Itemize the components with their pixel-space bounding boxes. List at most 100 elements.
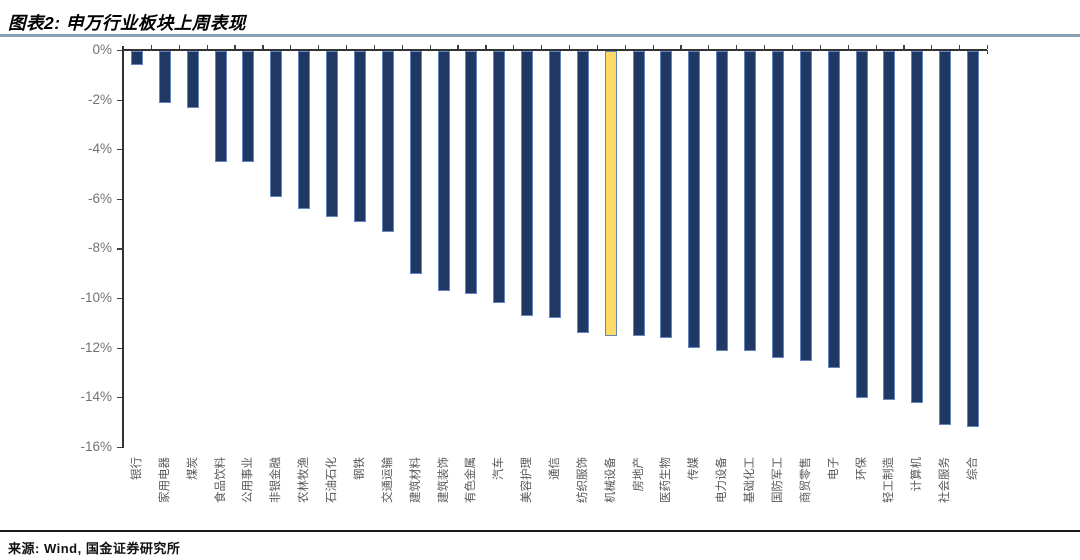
x-axis-tick bbox=[485, 45, 487, 49]
x-axis-tick bbox=[513, 45, 515, 49]
x-axis-tick bbox=[429, 45, 431, 49]
bar bbox=[270, 50, 283, 197]
x-axis-tick bbox=[345, 45, 348, 49]
x-axis-tick bbox=[847, 45, 849, 49]
category-label: 农林牧渔 bbox=[298, 456, 311, 503]
bar bbox=[409, 50, 422, 274]
category-label: 轻工制造 bbox=[883, 456, 896, 503]
x-axis-tick bbox=[150, 45, 153, 49]
category-label: 纺织服饰 bbox=[576, 456, 589, 503]
x-axis-tick bbox=[401, 45, 403, 49]
y-tick-label: -4% bbox=[87, 141, 112, 157]
bar bbox=[437, 50, 450, 292]
category-label: 国防军工 bbox=[771, 456, 784, 503]
x-axis-tick bbox=[652, 45, 654, 49]
category-label: 房地产 bbox=[632, 456, 645, 492]
category-label: 基础化工 bbox=[744, 456, 757, 503]
y-axis-tick bbox=[117, 99, 122, 101]
category-label: 通信 bbox=[549, 456, 561, 480]
x-axis-tick bbox=[736, 45, 738, 49]
bar bbox=[493, 50, 506, 304]
x-axis-tick bbox=[373, 45, 376, 49]
category-label: 公用事业 bbox=[242, 456, 255, 503]
category-label: 钢铁 bbox=[353, 456, 366, 480]
category-label: 美容护理 bbox=[521, 456, 534, 503]
category-label: 银行 bbox=[130, 456, 143, 480]
bar bbox=[576, 50, 589, 334]
y-axis-line bbox=[122, 46, 124, 448]
bar bbox=[549, 50, 561, 319]
bar bbox=[381, 50, 394, 232]
bar bbox=[186, 50, 199, 108]
x-axis-tick bbox=[931, 45, 933, 49]
x-axis-tick bbox=[206, 45, 208, 49]
bar bbox=[827, 50, 840, 368]
category-label: 电力设备 bbox=[716, 456, 729, 503]
bar bbox=[242, 50, 255, 163]
y-tick-label: -10% bbox=[80, 290, 112, 305]
x-axis-end-tick bbox=[987, 50, 989, 54]
x-axis-tick bbox=[568, 45, 571, 49]
bar bbox=[521, 50, 534, 316]
category-label: 建筑材料 bbox=[409, 456, 422, 503]
y-axis-tick bbox=[117, 149, 122, 151]
sector-performance-bar-chart: 0% -2% -4% -6% -8% -10% -12% -14% -16% 银行 家用电器 煤炭 食品… bbox=[80, 42, 989, 503]
x-axis-tick bbox=[234, 45, 236, 49]
category-label: 汽车 bbox=[493, 456, 506, 480]
bar bbox=[130, 50, 143, 66]
figure-title: 图表2: 申万行业板块上周表现 bbox=[8, 13, 246, 33]
x-axis-tick bbox=[318, 45, 320, 49]
bar bbox=[298, 50, 311, 210]
x-axis-tick bbox=[959, 45, 961, 49]
category-label: 综合 bbox=[967, 456, 980, 480]
x-axis-tick bbox=[290, 45, 292, 49]
bar bbox=[688, 50, 701, 349]
bar bbox=[799, 50, 812, 361]
y-tick-label: -14% bbox=[80, 389, 112, 405]
category-label: 有色金属 bbox=[465, 456, 478, 503]
bar-highlight bbox=[604, 50, 617, 336]
category-label: 医药生物 bbox=[660, 456, 673, 503]
y-axis-tick bbox=[117, 198, 122, 200]
category-label: 交通运输 bbox=[381, 456, 394, 503]
bar bbox=[939, 50, 952, 425]
bar bbox=[911, 50, 924, 403]
source-note: 来源: Wind, 国金证券研究所 bbox=[8, 541, 181, 556]
bar bbox=[158, 50, 171, 103]
x-axis-tick bbox=[791, 45, 794, 49]
x-axis-zero-line bbox=[122, 49, 987, 51]
x-axis-tick bbox=[903, 45, 905, 49]
category-label: 建筑装饰 bbox=[437, 456, 450, 503]
x-axis-tick bbox=[875, 45, 877, 49]
x-axis-tick bbox=[764, 45, 766, 49]
category-label: 社会服务 bbox=[939, 456, 952, 503]
category-label: 石油石化 bbox=[326, 456, 339, 503]
category-label: 环保 bbox=[855, 456, 868, 480]
bar bbox=[660, 50, 673, 339]
y-axis-tick bbox=[117, 446, 122, 448]
category-label: 电子 bbox=[827, 456, 840, 480]
x-axis-tick bbox=[708, 45, 710, 49]
bar bbox=[716, 50, 729, 351]
x-axis-tick bbox=[819, 45, 821, 49]
category-label: 传媒 bbox=[688, 456, 701, 480]
x-axis-tick bbox=[987, 45, 989, 49]
bar bbox=[883, 50, 896, 401]
bar bbox=[632, 50, 645, 336]
x-axis-tick bbox=[680, 45, 682, 49]
x-axis-tick bbox=[178, 45, 180, 49]
bar bbox=[465, 50, 478, 294]
bar bbox=[326, 50, 339, 217]
x-axis-tick bbox=[541, 45, 543, 49]
y-axis-tick bbox=[117, 298, 122, 300]
bar bbox=[214, 50, 227, 163]
y-axis-tick bbox=[117, 397, 122, 399]
x-axis-tick bbox=[624, 45, 626, 49]
y-axis-tick bbox=[117, 347, 122, 349]
category-label: 家用电器 bbox=[158, 456, 171, 503]
category-label: 食品饮料 bbox=[214, 456, 227, 503]
y-tick-label: -12% bbox=[80, 339, 112, 355]
y-tick-label: -16% bbox=[80, 438, 112, 454]
y-tick-label: -2% bbox=[87, 91, 112, 107]
